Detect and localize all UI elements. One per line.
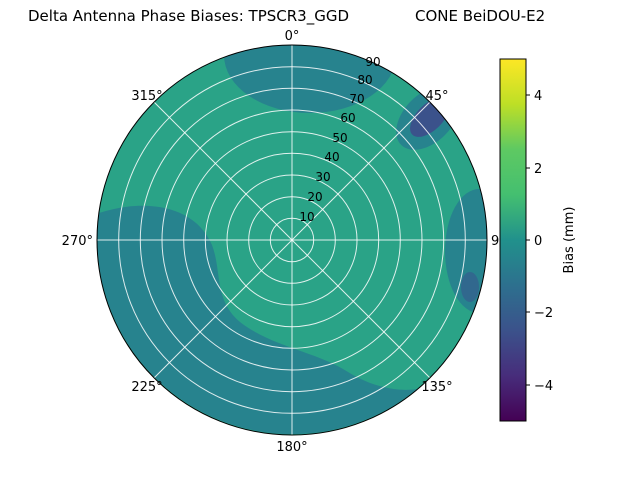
colorbar-gradient (499, 58, 527, 422)
radial-label-60: 60 (340, 111, 355, 125)
radial-label-40: 40 (324, 150, 339, 164)
colorbar-axis-label: Bias (mm) (562, 207, 577, 274)
radial-label-50: 50 (332, 131, 347, 145)
grid-spoke (291, 101, 431, 241)
chart-title-left: Delta Antenna Phase Biases: TPSCR3_GGD (28, 7, 349, 26)
colorbar-tick-label-m2: −2 (534, 306, 553, 321)
angle-label-180: 180° (276, 440, 307, 455)
colorbar-tick-label-4: 4 (534, 89, 542, 104)
radial-labels: 10 20 30 40 50 60 70 80 90 (299, 55, 380, 224)
angle-label-45: 45° (425, 89, 448, 104)
radial-label-20: 20 (307, 190, 322, 204)
polar-grid-spokes (97, 45, 487, 435)
polar-field (97, 45, 487, 435)
angle-label-225: 225° (131, 380, 162, 395)
grid-spoke (153, 239, 293, 379)
angle-labels: 0° 45° 90 135° 180° 225° 270° 315° (62, 29, 508, 455)
angle-label-270: 270° (62, 234, 93, 249)
radial-label-30: 30 (315, 170, 330, 184)
colorbar-tick-label-2: 2 (534, 162, 542, 177)
radial-label-10: 10 (299, 210, 314, 224)
grid-spoke (153, 101, 293, 241)
radial-label-80: 80 (357, 73, 372, 87)
polar-boundary (96, 44, 488, 436)
colorbar: 4 2 0 −2 −4 Bias (mm) (499, 58, 577, 422)
chart-title-right: CONE BeiDOU-E2 (415, 7, 545, 25)
colorbar-tick-label-m4: −4 (534, 379, 553, 394)
radial-label-70: 70 (349, 92, 364, 106)
bias-region-bottom-left (97, 205, 417, 435)
bias-region-top (224, 45, 396, 113)
colorbar-ticks (526, 94, 530, 386)
angle-label-0: 0° (285, 29, 300, 44)
angle-label-315: 315° (131, 89, 162, 104)
grid-spoke (291, 239, 431, 379)
angle-label-135: 135° (421, 380, 452, 395)
colorbar-tick-label-0: 0 (534, 234, 542, 249)
bias-region-right-spot (461, 272, 479, 302)
radial-label-90: 90 (365, 55, 380, 69)
